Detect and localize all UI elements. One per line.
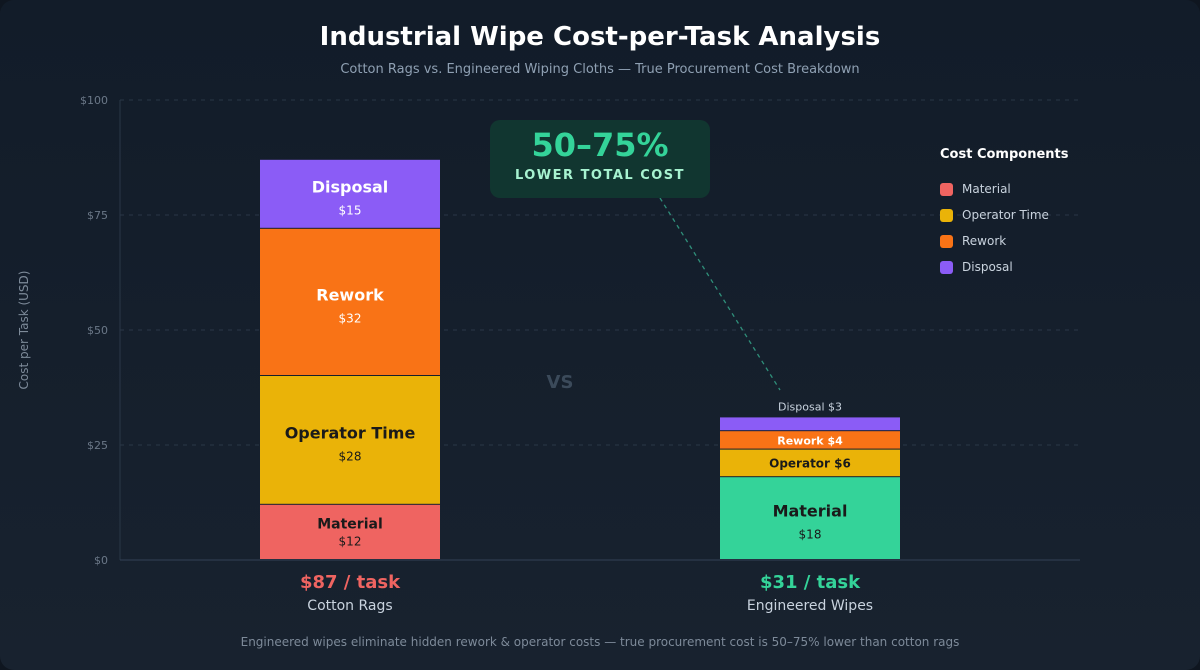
segment-value-label: $32 (339, 311, 362, 325)
legend-item-disposal: Disposal (940, 254, 1140, 280)
segment-value-label: $28 (339, 449, 362, 463)
legend-swatch (940, 260, 953, 274)
bar-segment-operator-time (720, 449, 900, 477)
segment-label: Material (773, 502, 848, 521)
y-tick-label: $75 (87, 209, 108, 222)
y-tick-label: $50 (87, 324, 108, 337)
chart-footer: Engineered wipes eliminate hidden rework… (240, 635, 960, 649)
y-tick-label: $0 (94, 554, 108, 567)
segment-label: Disposal (312, 177, 389, 196)
savings-callout: 50–75% LOWER TOTAL COST (490, 120, 710, 198)
y-tick-label: $100 (80, 94, 108, 107)
legend-item-operator-time: Operator Time (940, 202, 1140, 228)
segment-value-label: $15 (339, 203, 362, 217)
y-axis-label: Cost per Task (USD) (17, 271, 31, 390)
savings-value: 50–75% (531, 126, 669, 164)
bar-segment-rework (260, 228, 440, 375)
bar-segment-operator-time (260, 376, 440, 504)
bar-segment-material (720, 477, 900, 559)
chart-subtitle: Cotton Rags vs. Engineered Wiping Cloths… (340, 62, 860, 77)
legend-item-material: Material (940, 176, 1140, 202)
chart-title: Industrial Wipe Cost-per-Task Analysis (319, 22, 881, 52)
bar-segment-disposal (260, 159, 440, 228)
savings-label: LOWER TOTAL COST (514, 168, 686, 183)
bar-segment-rework (720, 431, 900, 449)
bar-total-label: $87 / task (300, 572, 401, 593)
segment-value-label: $18 (799, 528, 822, 542)
callout-connector (659, 197, 781, 391)
segment-label: Rework (316, 285, 384, 304)
segment-label: Disposal $3 (778, 400, 842, 413)
legend-label: Disposal (962, 260, 1013, 274)
x-category-label: Cotton Rags (307, 598, 392, 614)
legend-item-rework: Rework (940, 228, 1140, 254)
segment-label: Material (317, 516, 383, 532)
segment-label: Operator $6 (769, 456, 851, 470)
y-tick-label: $25 (87, 439, 108, 452)
bar-total-label: $31 / task (760, 572, 861, 593)
legend-swatch (940, 182, 953, 196)
vs-label: VS (546, 372, 574, 393)
legend-label: Rework (962, 234, 1007, 248)
segment-label: Operator Time (285, 423, 416, 442)
legend-swatch (940, 234, 953, 248)
legend-swatch (940, 208, 953, 222)
legend-label: Operator Time (962, 208, 1049, 222)
segment-value-label: $12 (339, 534, 362, 548)
legend-title: Cost Components (940, 147, 1069, 162)
bar-segment-disposal (720, 417, 900, 431)
bar-segment-material (260, 504, 440, 559)
x-category-label: Engineered Wipes (747, 598, 873, 614)
segment-label: Rework $4 (777, 434, 843, 447)
legend: Cost Components Material Operator Time R… (940, 147, 1140, 280)
legend-label: Material (962, 182, 1011, 196)
